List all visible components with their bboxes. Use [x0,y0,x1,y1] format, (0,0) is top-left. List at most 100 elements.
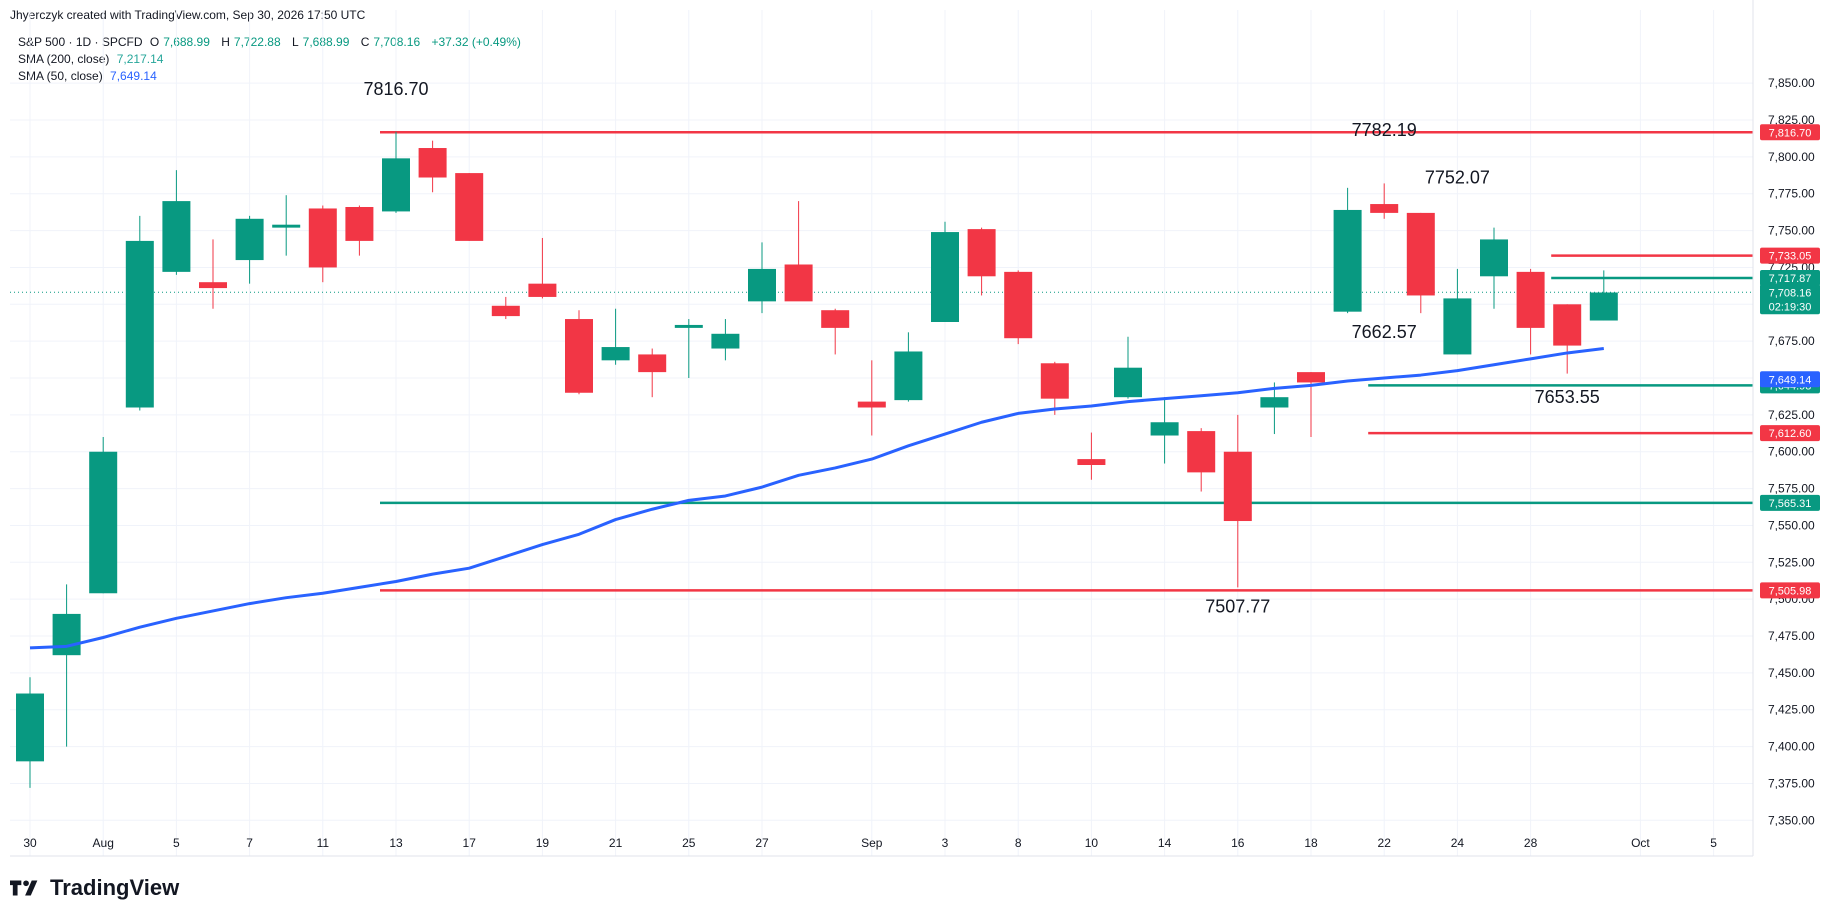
x-tick-label: 21 [609,836,623,850]
candle-body [418,148,447,178]
sma50-label[interactable]: SMA (50, close) [18,69,103,83]
candle [1150,397,1179,464]
candle [1553,304,1582,374]
candle-body [674,324,703,328]
sma200-label[interactable]: SMA (200, close) [18,52,110,66]
candle-body [1260,397,1289,408]
open-value: O 7,688.99 [150,35,214,49]
tradingview-logo-icon [10,880,38,896]
symbol-label[interactable]: S&P 500 · 1D · SPCFD [18,35,143,49]
level-price-label-text: 7,565.31 [1769,498,1812,510]
candle [931,221,959,322]
candle [199,239,227,309]
x-tick-label: 28 [1524,836,1538,850]
legend-ohlc-row[interactable]: S&P 500 · 1D · SPCFD O 7,688.99 H 7,722.88… [18,34,525,51]
level-price-label-bg [1760,582,1820,599]
x-tick-label: 10 [1085,836,1099,850]
countdown-text: 02:19:30 [1769,301,1812,313]
candle [1187,428,1216,492]
close-number: 7,708.16 [373,35,421,49]
price-annotation: 7752.07 [1425,167,1490,187]
candle-body [455,173,484,241]
candle [638,348,667,398]
x-tick-label: 19 [536,836,550,850]
x-tick-label: 16 [1231,836,1245,850]
x-tick-label: 7 [246,836,253,850]
level-price-label-text: 7,816.70 [1769,127,1812,139]
level-price-label-text: 7,612.60 [1769,428,1812,440]
candle [1297,372,1325,437]
candle [125,215,154,411]
level-price-label-bg [1760,269,1820,286]
y-tick-label: 7,350.00 [1768,813,1815,827]
candle-body [125,240,154,408]
candle-body [382,158,410,212]
sma50-line [29,347,1604,650]
x-tick-label: 14 [1158,836,1172,850]
level-price-label: 7,505.98 [1760,582,1820,599]
candle [16,677,44,788]
candle [382,131,410,213]
close-letter: C [360,35,370,49]
x-tick-label: 5 [1710,836,1717,850]
candle [89,436,118,594]
candle-body [1443,298,1472,355]
candle-body [748,268,776,302]
candle-body [1297,372,1325,383]
legend-sma50-row[interactable]: SMA (50, close) 7,649.14 [18,68,525,85]
x-tick-label: 17 [463,836,477,850]
candles [16,131,1618,788]
candle-body [1077,459,1106,466]
sma50-price-label: 7,649.14 [1760,371,1820,388]
candle [1077,432,1106,480]
level-price-label-bg [1760,494,1820,511]
x-tick-label: Aug [93,836,114,850]
y-tick-label: 7,450.00 [1768,666,1815,680]
level-price-label: 7,717.87 [1760,269,1820,286]
current-price-text: 7,708.16 [1769,287,1812,299]
sma50-price-label-text: 7,649.14 [1769,374,1812,386]
candle [1370,183,1399,219]
sma200-value: 7,217.14 [116,52,164,66]
tradingview-brand[interactable]: TradingView [10,875,179,901]
x-tick-label: Sep [861,836,883,850]
candle-body [16,693,44,762]
created-by-text: Jhyerczyk created with TradingView.com, … [10,8,366,22]
candle [748,242,776,314]
candle [1516,268,1545,355]
candle-body [52,613,81,656]
level-price-label-bg [1760,247,1820,264]
candle [162,170,191,275]
x-tick-label: 30 [23,836,37,850]
level-price-label: 7,565.31 [1760,494,1820,511]
open-number: 7,688.99 [163,35,210,49]
close-value: C 7,708.16 [361,35,424,49]
candle-body [1406,212,1435,296]
level-price-label-text: 7,717.87 [1769,273,1812,285]
open-letter: O [149,35,160,49]
candle-body [1333,209,1362,312]
level-price-label-bg [1760,425,1820,442]
candle-body [601,347,630,361]
y-tick-label: 7,525.00 [1768,555,1815,569]
current-price-label-bg [1760,284,1820,315]
candle-body [638,354,667,373]
candle-body [162,201,191,272]
candle [1260,382,1289,435]
candle [821,308,850,355]
high-letter: H [221,35,230,49]
price-annotation: 7816.70 [363,79,428,99]
candle-body [345,206,374,241]
candle-body [1553,304,1582,346]
level-price-label-text: 7,505.98 [1769,585,1812,597]
legend-sma200-row[interactable]: SMA (200, close) 7,217.14 [18,51,525,68]
price-annotation: 7782.19 [1352,120,1417,140]
y-tick-label: 7,800.00 [1768,150,1815,164]
x-tick-label: 25 [682,836,696,850]
low-value: L 7,688.99 [292,35,353,49]
candle [601,308,630,365]
candle-body [491,305,520,317]
candle [784,201,813,302]
level-price-label: 7,733.05 [1760,247,1820,264]
